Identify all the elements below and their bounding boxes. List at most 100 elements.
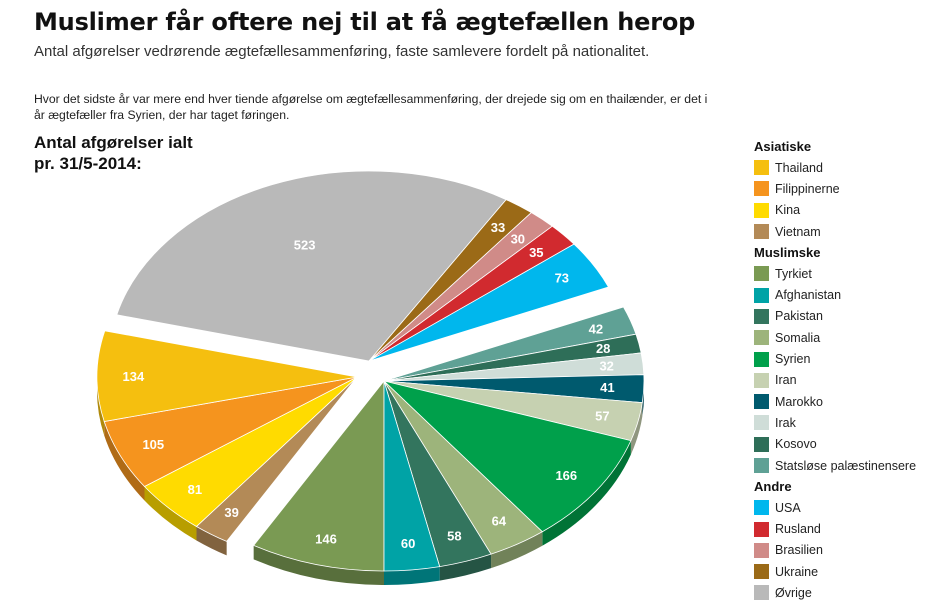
legend-item-oevrige: Øvrige: [754, 582, 934, 603]
legend-item-kina: Kina: [754, 200, 934, 221]
legend-label-somalia: Somalia: [775, 330, 821, 345]
data-label-irak: 32: [599, 359, 613, 374]
legend-label-pakistan: Pakistan: [775, 309, 823, 324]
total-label-line1: Antal afgørelser ialt: [34, 133, 193, 152]
legend-item-statsloese-palaestinensere: Statsløse palæstinensere: [754, 455, 934, 476]
legend-label-usa: USA: [775, 500, 801, 515]
chart-subtitle: Antal afgørelser vedrørende ægtefællesam…: [34, 43, 650, 60]
data-label-brasilien: 30: [511, 232, 525, 247]
legend-item-marokko: Marokko: [754, 391, 934, 412]
slice-side-somalia: [491, 531, 543, 569]
slice-side-kina: [144, 486, 197, 541]
legend-item-pakistan: Pakistan: [754, 306, 934, 327]
slice-side-thailand: [97, 377, 105, 436]
pie-label-layer: 146 39 81 105 134 523 33 30 35 73 42 28 32 41 57 166 64 5…: [123, 220, 615, 551]
legend-swatch-afghanistan: [754, 287, 769, 303]
legend-label-afghanistan: Afghanistan: [775, 288, 842, 303]
legend-label-oevrige: Øvrige: [775, 585, 812, 600]
legend-label-brasilien: Brasilien: [775, 543, 823, 558]
slice-side-iran: [630, 402, 643, 455]
data-label-marokko: 41: [600, 380, 614, 395]
legend-label-irak: Irak: [775, 415, 796, 430]
legend-item-kosovo: Kosovo: [754, 434, 934, 455]
legend-item-iran: Iran: [754, 370, 934, 391]
slice-syrien: [382, 380, 632, 533]
pie-top-layer: [96, 170, 645, 572]
legend-label-statsloese-palaestinensere: Statsløse palæstinensere: [775, 458, 917, 473]
legend-group-muslimske: Muslimske: [754, 245, 821, 261]
legend-item-brasilien: Brasilien: [754, 540, 934, 561]
total-label-line2: pr. 31/5-2014:: [34, 154, 142, 173]
legend-swatch-thailand: [754, 160, 769, 176]
legend-item-vietnam: Vietnam: [754, 221, 934, 242]
chart-note: Hvor det sidste år var mere end hver tie…: [34, 92, 708, 122]
legend-swatch-vietnam: [754, 224, 769, 240]
legend-label-iran: Iran: [775, 373, 797, 388]
legend-item-irak: Irak: [754, 412, 934, 433]
slice-side-pakistan: [439, 554, 492, 581]
legend-group-andre: Andre: [754, 479, 792, 495]
slice-afghanistan: [383, 380, 441, 572]
chart-title: Muslimer får oftere nej til at få ægtefæ…: [34, 8, 696, 36]
legend-item-rusland: Rusland: [754, 518, 934, 539]
legend-swatch-kosovo: [754, 436, 769, 452]
legend-label-rusland: Rusland: [775, 522, 821, 537]
legend-item-syrien: Syrien: [754, 348, 934, 369]
legend-label-tyrkiet: Tyrkiet: [775, 266, 812, 281]
legend-label-syrien: Syrien: [775, 352, 811, 367]
legend-swatch-ukraine: [754, 564, 769, 580]
legend-label-ukraine: Ukraine: [775, 564, 819, 579]
data-label-oevrige: 523: [294, 237, 316, 252]
legend-group-asiatiske: Asiatiske: [754, 139, 812, 154]
legend-item-ukraine: Ukraine: [754, 561, 934, 582]
data-label-kina: 81: [188, 482, 202, 497]
data-label-rusland: 35: [529, 245, 543, 260]
legend-swatch-marokko: [754, 394, 769, 410]
legend-label-thailand: Thailand: [775, 160, 823, 175]
data-label-iran: 57: [595, 409, 609, 424]
data-label-ukraine: 33: [491, 220, 505, 235]
legend-item-afghanistan: Afghanistan: [754, 284, 934, 305]
slice-tyrkiet: [253, 379, 385, 572]
slice-side-afghanistan: [384, 566, 440, 585]
slice-thailand: [96, 330, 358, 422]
legend-label-vietnam: Vietnam: [775, 224, 821, 239]
legend-item-filippinerne: Filippinerne: [754, 178, 934, 199]
slice-side-filippinerne: [104, 421, 145, 501]
legend-swatch-kina: [754, 202, 769, 218]
legend-swatch-rusland: [754, 521, 769, 537]
legend-item-thailand: Thailand: [754, 157, 934, 178]
legend-swatch-pakistan: [754, 308, 769, 324]
slice-oevrige: [116, 170, 507, 362]
legend-swatch-iran: [754, 372, 769, 388]
data-label-somalia: 64: [492, 514, 507, 529]
legend-swatch-filippinerne: [754, 181, 769, 197]
data-label-syrien: 166: [555, 468, 577, 483]
pie-side-layer: [97, 377, 644, 585]
legend-swatch-statsloese-palaestinensere: [754, 458, 769, 473]
legend-swatch-tyrkiet: [754, 266, 769, 282]
total-label: Antal afgørelser ialt pr. 31/5-2014:: [34, 132, 193, 174]
legend: Asiatiske Thailand Filippinerne Kina Vietnam…: [754, 136, 934, 604]
legend-swatch-somalia: [754, 330, 769, 346]
legend-item-somalia: Somalia: [754, 327, 934, 348]
data-label-afghanistan: 60: [401, 536, 415, 551]
data-label-tyrkiet: 146: [315, 531, 337, 546]
legend-swatch-syrien: [754, 351, 769, 367]
data-label-vietnam: 39: [224, 505, 238, 520]
slice-side-vietnam: [196, 526, 227, 556]
legend-label-filippinerne: Filippinerne: [775, 181, 840, 196]
slice-side-syrien: [542, 440, 631, 546]
legend-item-tyrkiet: Tyrkiet: [754, 263, 934, 284]
data-label-kosovo: 28: [596, 341, 610, 356]
legend-swatch-irak: [754, 415, 769, 431]
legend-swatch-usa: [754, 500, 769, 516]
data-label-thailand: 134: [123, 369, 145, 384]
data-label-pakistan: 58: [447, 529, 461, 544]
data-label-statsloese-palaestinensere: 42: [589, 321, 603, 336]
data-label-usa: 73: [555, 271, 569, 286]
legend-label-marokko: Marokko: [775, 394, 823, 409]
legend-item-usa: USA: [754, 497, 934, 518]
data-label-filippinerne: 105: [142, 437, 164, 452]
